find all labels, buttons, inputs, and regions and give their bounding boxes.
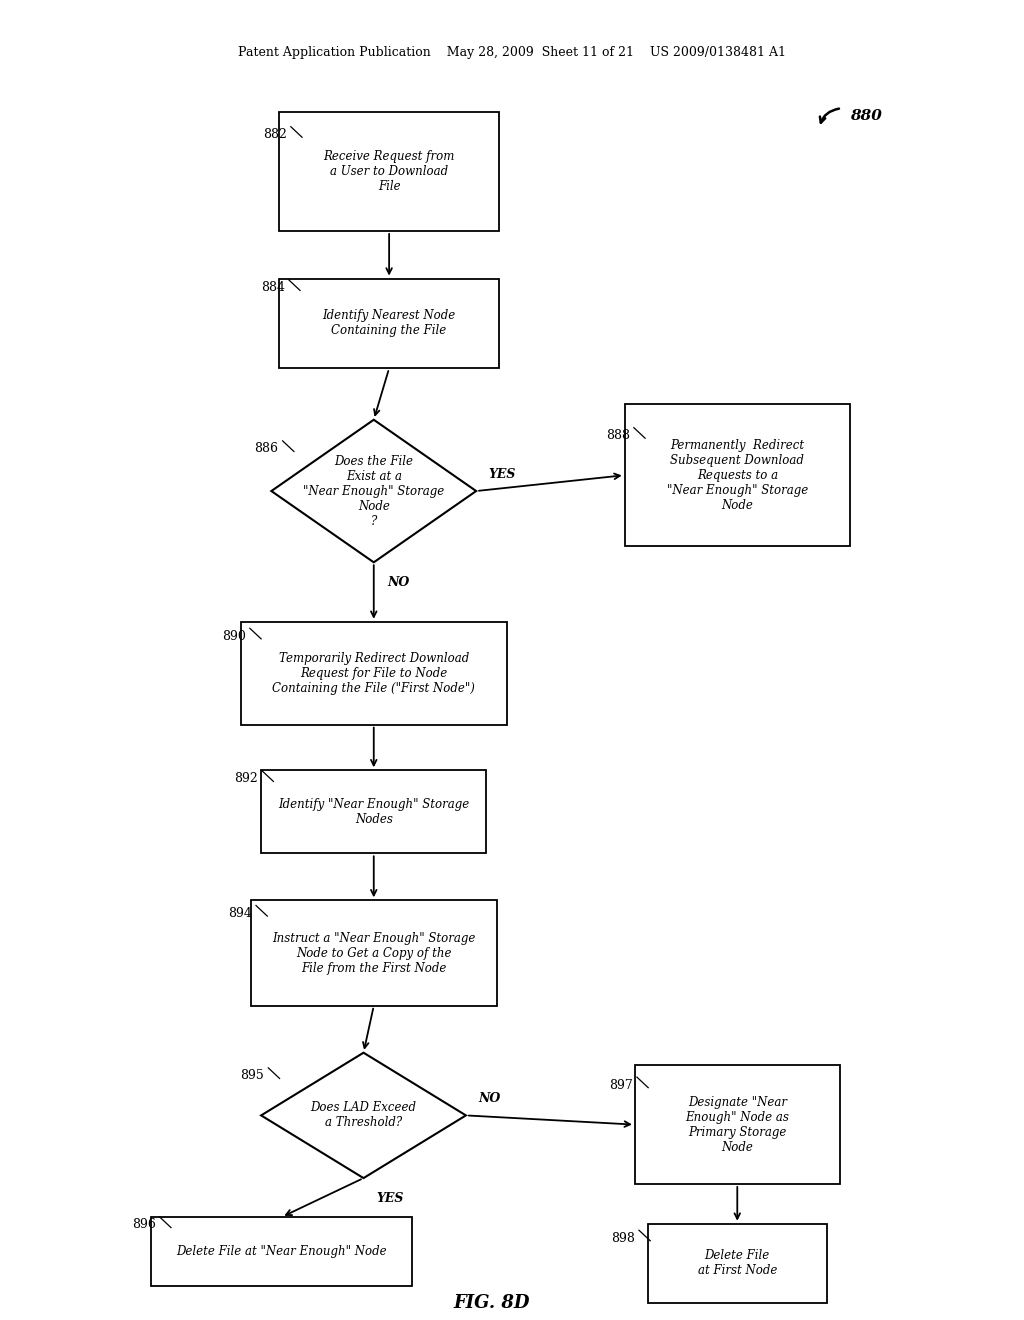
Text: Patent Application Publication    May 28, 2009  Sheet 11 of 21    US 2009/013848: Patent Application Publication May 28, 2… (238, 46, 786, 59)
Text: 894: 894 (228, 907, 252, 920)
Text: FIG. 8D: FIG. 8D (454, 1294, 529, 1312)
Text: Receive Request from
a User to Download
File: Receive Request from a User to Download … (324, 150, 455, 193)
Text: Delete File at "Near Enough" Node: Delete File at "Near Enough" Node (176, 1245, 387, 1258)
Text: 892: 892 (234, 772, 258, 785)
Bar (647, 1224, 826, 1303)
Text: Identify "Near Enough" Storage
Nodes: Identify "Near Enough" Storage Nodes (279, 797, 469, 826)
Text: Delete File
at First Node: Delete File at First Node (697, 1249, 777, 1278)
Text: 886: 886 (255, 442, 279, 455)
Text: YES: YES (377, 1192, 404, 1205)
Text: Does LAD Exceed
a Threshold?: Does LAD Exceed a Threshold? (310, 1101, 417, 1130)
Text: Does the File
Exist at a
"Near Enough" Storage
Node
?: Does the File Exist at a "Near Enough" S… (303, 454, 444, 528)
Bar (152, 1217, 412, 1286)
Text: 890: 890 (222, 630, 246, 643)
Bar (241, 622, 507, 725)
Bar (635, 1065, 840, 1184)
Polygon shape (261, 1053, 466, 1177)
Text: 897: 897 (609, 1078, 633, 1092)
Text: 888: 888 (606, 429, 630, 442)
Text: 895: 895 (241, 1069, 264, 1082)
Text: 884: 884 (261, 281, 285, 294)
Text: Designate "Near
Enough" Node as
Primary Storage
Node: Designate "Near Enough" Node as Primary … (685, 1096, 790, 1154)
Text: 882: 882 (263, 128, 287, 141)
Text: YES: YES (488, 467, 516, 480)
Text: Instruct a "Near Enough" Storage
Node to Get a Copy of the
File from the First N: Instruct a "Near Enough" Storage Node to… (272, 932, 475, 974)
Text: 898: 898 (611, 1232, 635, 1245)
Bar (279, 112, 500, 231)
Bar (251, 900, 497, 1006)
Bar (625, 404, 850, 546)
Bar (279, 279, 500, 368)
Polygon shape (271, 420, 476, 562)
Text: NO: NO (387, 576, 410, 589)
Text: Temporarily Redirect Download
Request for File to Node
Containing the File ("Fir: Temporarily Redirect Download Request fo… (272, 652, 475, 694)
Text: 880: 880 (850, 110, 882, 123)
Text: Permanently  Redirect
Subsequent Download
Requests to a
"Near Enough" Storage
No: Permanently Redirect Subsequent Download… (667, 438, 808, 512)
Text: Identify Nearest Node
Containing the File: Identify Nearest Node Containing the Fil… (323, 309, 456, 338)
Bar (261, 770, 486, 853)
Text: 896: 896 (132, 1218, 156, 1232)
Text: NO: NO (478, 1092, 501, 1105)
